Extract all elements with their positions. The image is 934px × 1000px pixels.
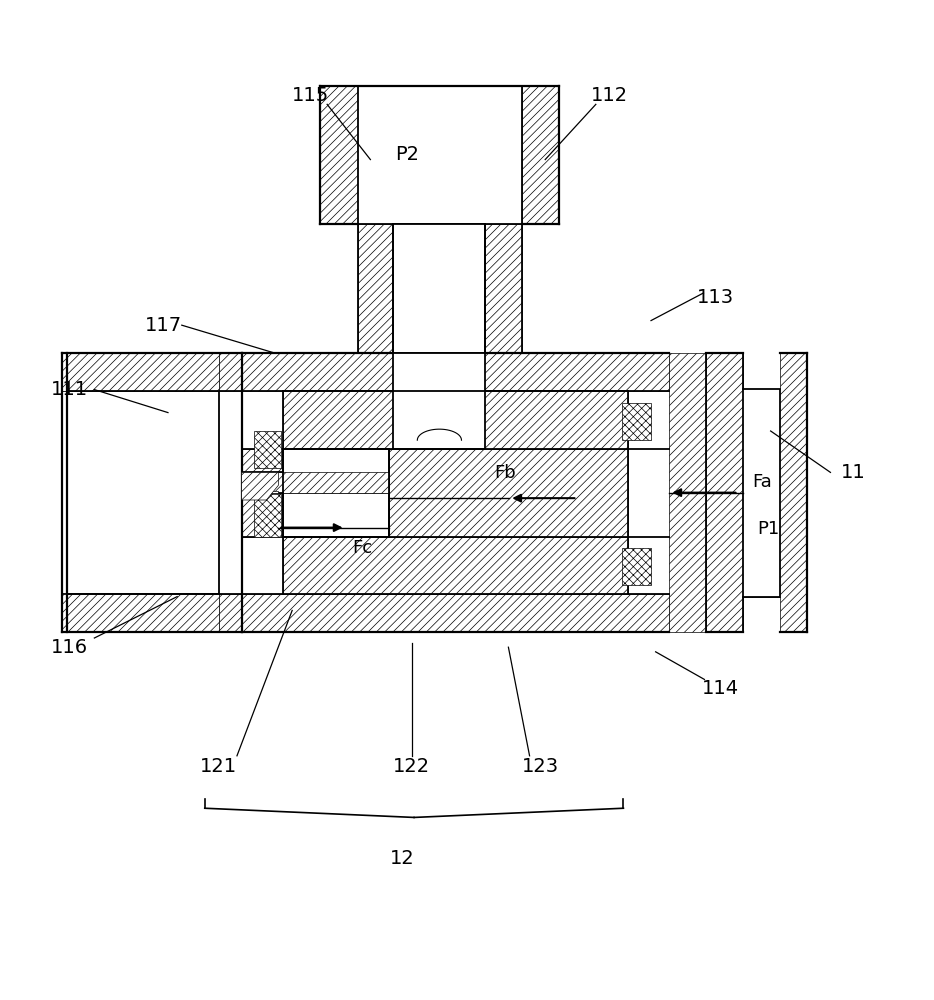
Text: 11: 11	[842, 463, 866, 482]
Polygon shape	[63, 601, 99, 620]
Polygon shape	[670, 353, 706, 632]
Bar	[283, 449, 389, 493]
Text: Fb: Fb	[495, 464, 517, 482]
Bar	[63, 391, 219, 594]
Polygon shape	[242, 493, 283, 537]
Polygon shape	[486, 224, 522, 353]
Polygon shape	[242, 472, 278, 500]
Bar	[359, 86, 522, 224]
Text: 12: 12	[390, 849, 415, 868]
Text: Fc: Fc	[352, 539, 372, 557]
Polygon shape	[283, 391, 628, 449]
Polygon shape	[319, 86, 359, 224]
Bar	[253, 494, 281, 537]
Polygon shape	[283, 537, 628, 594]
Polygon shape	[219, 594, 242, 632]
Text: 112: 112	[591, 86, 629, 105]
Polygon shape	[522, 86, 559, 224]
Text: 117: 117	[145, 316, 182, 335]
Text: P2: P2	[395, 145, 419, 164]
Polygon shape	[706, 353, 807, 632]
Text: 122: 122	[393, 757, 431, 776]
Text: 115: 115	[292, 86, 329, 105]
Polygon shape	[242, 472, 389, 493]
Bar	[393, 224, 486, 353]
Bar	[283, 493, 389, 537]
Polygon shape	[63, 353, 219, 391]
Polygon shape	[242, 594, 670, 632]
Polygon shape	[242, 449, 283, 472]
Text: P1: P1	[757, 520, 779, 538]
Polygon shape	[63, 594, 219, 632]
Text: 123: 123	[522, 757, 559, 776]
Text: 116: 116	[51, 638, 88, 657]
Text: Fa: Fa	[752, 473, 772, 491]
Bar	[622, 548, 651, 585]
Bar	[622, 403, 651, 440]
Polygon shape	[743, 389, 780, 597]
Polygon shape	[242, 491, 278, 493]
Polygon shape	[219, 353, 242, 391]
Bar	[253, 431, 281, 468]
Polygon shape	[389, 449, 628, 537]
Text: 113: 113	[697, 288, 734, 307]
Polygon shape	[242, 353, 670, 391]
Text: 111: 111	[51, 380, 88, 399]
Polygon shape	[359, 224, 393, 353]
Polygon shape	[393, 353, 486, 449]
Text: 114: 114	[701, 679, 739, 698]
Text: 121: 121	[200, 757, 237, 776]
